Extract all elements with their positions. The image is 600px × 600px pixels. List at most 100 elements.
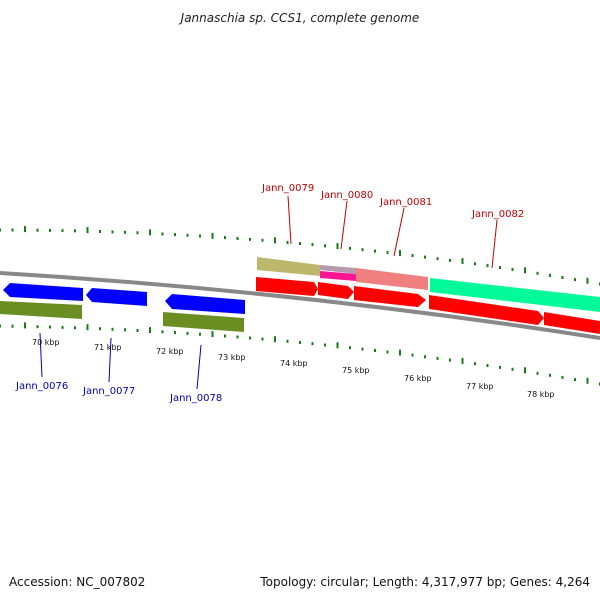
kbp-ruler-labels: 70 kbp 71 kbp 72 kbp 73 kbp 74 kbp 75 kb… bbox=[32, 338, 555, 399]
minor-tick bbox=[136, 329, 139, 332]
leader-jann-0078 bbox=[196, 344, 202, 390]
major-tick bbox=[149, 327, 151, 334]
major-tick bbox=[274, 336, 276, 343]
reverse-gene-track bbox=[0, 301, 244, 332]
minor-tick bbox=[236, 237, 239, 240]
bottom-tick-track bbox=[0, 322, 600, 386]
minor-tick bbox=[474, 262, 476, 266]
cds-arrow-jann-0078[interactable] bbox=[165, 294, 245, 314]
misc-bar-jann-0080[interactable] bbox=[320, 271, 356, 281]
minor-tick bbox=[486, 264, 489, 268]
cds-arrow-jann-0082[interactable] bbox=[429, 295, 544, 325]
cds-arrow-jann-0077[interactable] bbox=[86, 288, 147, 306]
major-tick bbox=[399, 250, 401, 256]
minor-tick bbox=[411, 254, 414, 257]
kbp-label: 76 kbp bbox=[404, 374, 432, 383]
cds-arrow-jann-0080[interactable] bbox=[318, 282, 354, 299]
major-tick bbox=[399, 349, 401, 356]
minor-tick bbox=[511, 267, 514, 271]
minor-tick bbox=[499, 365, 501, 369]
misc-bar-jann-0082[interactable] bbox=[430, 278, 600, 312]
major-tick bbox=[524, 267, 526, 274]
major-tick bbox=[336, 243, 339, 250]
minor-tick bbox=[99, 327, 101, 331]
gene-bar-jann-0076[interactable] bbox=[0, 301, 82, 319]
major-tick bbox=[586, 377, 589, 384]
minor-tick bbox=[549, 373, 551, 377]
minor-tick bbox=[474, 362, 476, 366]
minor-tick bbox=[299, 341, 301, 344]
minor-tick bbox=[324, 343, 326, 347]
rna-bar-jann-0080[interactable] bbox=[320, 265, 356, 274]
minor-tick bbox=[311, 243, 314, 247]
kbp-label: 78 kbp bbox=[527, 390, 555, 399]
minor-tick bbox=[374, 349, 376, 352]
minor-tick bbox=[0, 228, 1, 232]
minor-tick bbox=[61, 229, 64, 233]
minor-tick bbox=[411, 353, 414, 357]
major-tick bbox=[274, 237, 276, 244]
major-tick bbox=[86, 324, 89, 331]
minor-tick bbox=[0, 324, 1, 328]
gene-label-jann-0080[interactable]: Jann_0080 bbox=[320, 190, 373, 201]
kbp-label: 77 kbp bbox=[466, 382, 494, 391]
gene-label-jann-0081[interactable]: Jann_0081 bbox=[379, 197, 432, 208]
minor-tick bbox=[224, 334, 226, 338]
minor-tick bbox=[361, 248, 364, 252]
minor-tick bbox=[36, 228, 39, 232]
minor-tick bbox=[486, 364, 489, 367]
leader-jann-0080 bbox=[340, 200, 348, 250]
gene-label-jann-0078[interactable]: Jann_0078 bbox=[169, 393, 222, 404]
gene-label-jann-0077[interactable]: Jann_0077 bbox=[82, 386, 135, 397]
major-tick bbox=[24, 322, 26, 329]
gene-label-jann-0076[interactable]: Jann_0076 bbox=[15, 381, 68, 392]
minor-tick bbox=[574, 378, 576, 382]
minor-tick bbox=[236, 335, 239, 339]
minor-tick bbox=[186, 233, 189, 237]
minor-tick bbox=[386, 251, 389, 254]
minor-tick bbox=[249, 336, 251, 340]
minor-tick bbox=[186, 331, 189, 335]
rna-bar-jann-0081[interactable] bbox=[356, 268, 428, 290]
gene-label-jann-0082[interactable]: Jann_0082 bbox=[471, 209, 524, 220]
minor-tick bbox=[261, 337, 264, 341]
cds-arrow-jann-0079[interactable] bbox=[256, 277, 318, 296]
forward-gene-labels: Jann_0079 Jann_0080 Jann_0081 Jann_0082 bbox=[261, 183, 524, 220]
gene-bar-jann-0078[interactable] bbox=[163, 312, 244, 332]
minor-tick bbox=[436, 257, 439, 261]
leader-jann-0081 bbox=[393, 207, 405, 257]
minor-tick bbox=[224, 236, 226, 240]
cds-arrow-jann-0076[interactable] bbox=[3, 283, 83, 301]
genome-info-text: Topology: circular; Length: 4,317,977 bp… bbox=[260, 575, 590, 589]
minor-tick bbox=[199, 332, 201, 336]
minor-tick bbox=[361, 347, 364, 351]
minor-tick bbox=[574, 278, 576, 282]
kbp-label: 74 kbp bbox=[280, 359, 308, 368]
minor-tick bbox=[424, 255, 426, 259]
minor-tick bbox=[61, 325, 64, 329]
kbp-label: 75 kbp bbox=[342, 366, 370, 375]
gene-label-jann-0079[interactable]: Jann_0079 bbox=[261, 183, 314, 194]
minor-tick bbox=[536, 271, 539, 275]
cds-arrow-next[interactable] bbox=[544, 312, 600, 334]
minor-tick bbox=[161, 330, 164, 334]
kbp-label: 70 kbp bbox=[32, 338, 60, 347]
minor-tick bbox=[299, 242, 301, 245]
major-tick bbox=[461, 357, 464, 364]
forward-cds-track bbox=[256, 277, 600, 334]
gene-bar-jann-0079[interactable] bbox=[257, 257, 320, 276]
minor-tick bbox=[424, 355, 426, 359]
genome-backbone bbox=[0, 271, 600, 340]
major-tick bbox=[524, 367, 526, 374]
minor-tick bbox=[261, 238, 264, 242]
cds-arrow-jann-0081[interactable] bbox=[354, 286, 426, 307]
map-title: Jannaschia sp. CCS1, complete genome bbox=[180, 11, 420, 25]
top-tick-track bbox=[0, 226, 600, 286]
minor-tick bbox=[111, 327, 114, 331]
minor-tick bbox=[11, 324, 14, 328]
major-tick bbox=[586, 277, 589, 284]
minor-tick bbox=[199, 234, 201, 238]
minor-tick bbox=[136, 231, 139, 235]
minor-tick bbox=[536, 371, 539, 375]
